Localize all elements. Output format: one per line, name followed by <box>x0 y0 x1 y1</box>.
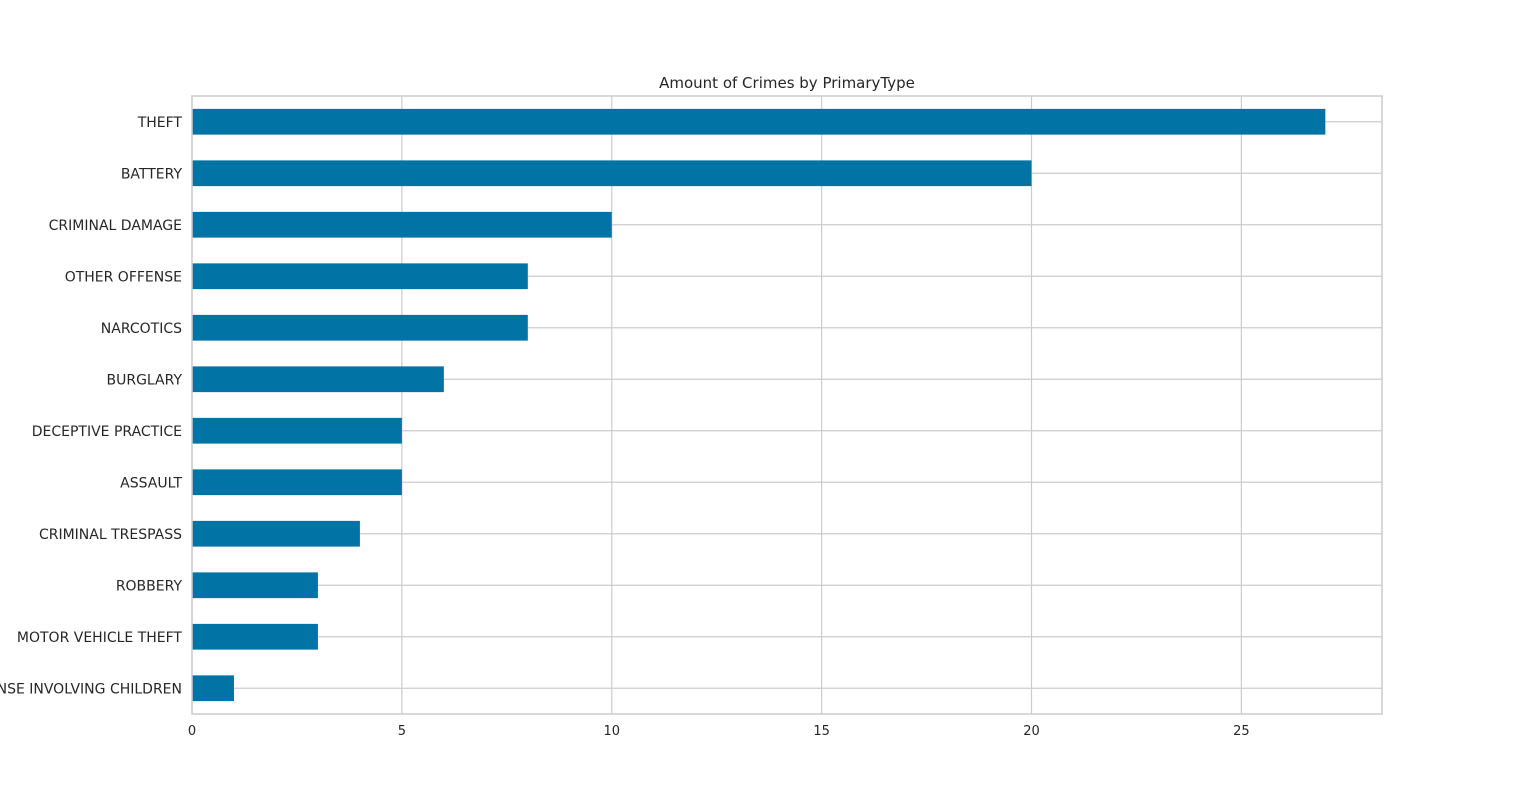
plot-area-frame <box>191 95 1383 715</box>
y-tick-label: CRIMINAL TRESPASS <box>39 527 182 543</box>
bar-deceptive-practice <box>192 417 402 444</box>
y-tick-label: MOTOR VEHICLE THEFT <box>17 630 183 646</box>
x-tick-label: 0 <box>188 724 196 739</box>
bars <box>192 108 1326 702</box>
y-tick-label: NARCOTICS <box>101 321 182 337</box>
bar-motor-vehicle-theft <box>192 623 318 650</box>
x-tick-label: 10 <box>603 724 620 739</box>
y-tick-label: OFFENSE INVOLVING CHILDREN <box>0 681 182 697</box>
bar-battery <box>192 160 1032 187</box>
y-tick-label: ASSAULT <box>120 475 182 491</box>
bar-criminal-damage <box>192 211 612 238</box>
x-tick-label: 15 <box>813 724 830 739</box>
y-tick-label: CRIMINAL DAMAGE <box>49 218 182 234</box>
x-tick-labels: 0 5 10 15 20 25 <box>188 724 1250 739</box>
bar-theft <box>192 108 1326 135</box>
x-tick-label: 25 <box>1233 724 1250 739</box>
y-tick-label: DECEPTIVE PRACTICE <box>32 424 182 440</box>
x-tick-label: 5 <box>398 724 406 739</box>
bar-robbery <box>192 572 318 599</box>
bar-narcotics <box>192 314 528 341</box>
y-tick-label: OTHER OFFENSE <box>65 269 182 285</box>
bar-offense-involving-children <box>192 675 234 702</box>
bar-assault <box>192 469 402 496</box>
y-tick-label: THEFT <box>137 115 183 131</box>
bar-burglary <box>192 366 444 393</box>
bar-other-offense <box>192 263 528 290</box>
chart-title: Amount of Crimes by PrimaryType <box>659 74 915 92</box>
x-tick-label: 20 <box>1023 724 1040 739</box>
bar-criminal-trespass <box>192 520 360 547</box>
y-tick-label: BURGLARY <box>106 372 182 388</box>
y-tick-label: BATTERY <box>121 166 183 182</box>
y-tick-labels: THEFT BATTERY CRIMINAL DAMAGE OTHER OFFENSE… <box>0 115 182 698</box>
grid-lines <box>191 96 1382 714</box>
y-tick-label: ROBBERY <box>116 578 183 594</box>
